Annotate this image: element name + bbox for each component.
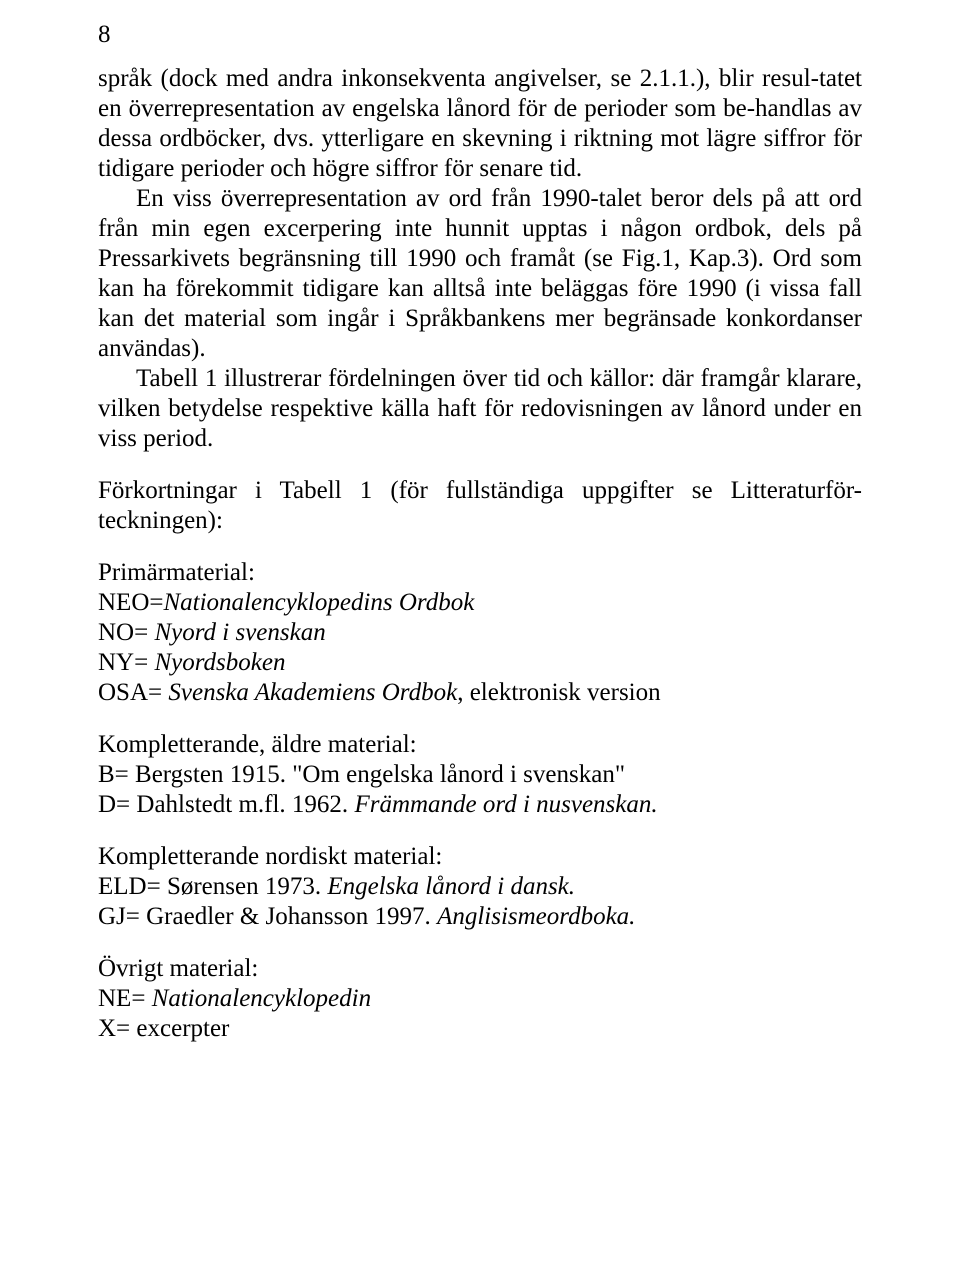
nordic-material-block: Kompletterande nordiskt material: ELD= S… [98, 842, 862, 932]
primary-neo: NEO=Nationalencyklopedins Ordbok [98, 588, 862, 618]
paragraph-3: Tabell 1 illustrerar fördelningen över t… [98, 364, 862, 454]
nordic-gj: GJ= Graedler & Johansson 1997. Anglisism… [98, 902, 862, 932]
primary-osa: OSA= Svenska Akademiens Ordbok, elektron… [98, 678, 862, 708]
nordic-eld: ELD= Sørensen 1973. Engelska lånord i da… [98, 872, 862, 902]
no-prefix: NO= [98, 619, 154, 646]
older-d: D= Dahlstedt m.fl. 1962. Främmande ord i… [98, 790, 862, 820]
older-b: B= Bergsten 1915. "Om engelska lånord i … [98, 760, 862, 790]
older-heading: Kompletterande, äldre material: [98, 730, 862, 760]
paragraph-2: En viss överrepresentation av ord från 1… [98, 184, 862, 364]
primary-heading: Primärmaterial: [98, 558, 862, 588]
ny-prefix: NY= [98, 649, 154, 676]
older-material-block: Kompletterande, äldre material: B= Bergs… [98, 730, 862, 820]
other-ne: NE= Nationalencyklopedin [98, 984, 862, 1014]
eld-italic: Engelska lånord i dansk. [327, 873, 575, 900]
neo-prefix: NEO= [98, 589, 163, 616]
page-number: 8 [98, 20, 862, 50]
ne-prefix: NE= [98, 985, 152, 1012]
nordic-heading: Kompletterande nordiskt material: [98, 842, 862, 872]
primary-material-block: Primärmaterial: NEO=Nationalencyklopedin… [98, 558, 862, 708]
neo-italic: Nationalencyklopedins Ordbok [163, 589, 474, 616]
osa-prefix: OSA= [98, 679, 168, 706]
paragraph-4: Förkortningar i Tabell 1 (för fullständi… [98, 476, 862, 536]
osa-italic: Svenska Akademiens Ordbok [168, 679, 457, 706]
paragraph-1: språk (dock med andra inkonsekventa angi… [98, 64, 862, 184]
eld-prefix: ELD= Sørensen 1973. [98, 873, 327, 900]
abbrev-intro-block: Förkortningar i Tabell 1 (för fullständi… [98, 476, 862, 536]
primary-ny: NY= Nyordsboken [98, 648, 862, 678]
gj-italic: Anglisismeordboka. [437, 903, 635, 930]
other-heading: Övrigt material: [98, 954, 862, 984]
main-text-block: språk (dock med andra inkonsekventa angi… [98, 64, 862, 454]
d-italic: Främmande ord i nusvenskan. [354, 791, 657, 818]
other-material-block: Övrigt material: NE= Nationalencyklopedi… [98, 954, 862, 1044]
ne-italic: Nationalencyklopedin [152, 985, 371, 1012]
ny-italic: Nyordsboken [154, 649, 285, 676]
other-x: X= excerpter [98, 1014, 862, 1044]
d-prefix: D= Dahlstedt m.fl. 1962. [98, 791, 354, 818]
primary-no: NO= Nyord i svenskan [98, 618, 862, 648]
gj-prefix: GJ= Graedler & Johansson 1997. [98, 903, 437, 930]
no-italic: Nyord i svenskan [154, 619, 325, 646]
osa-suffix: , elektronisk version [457, 679, 660, 706]
